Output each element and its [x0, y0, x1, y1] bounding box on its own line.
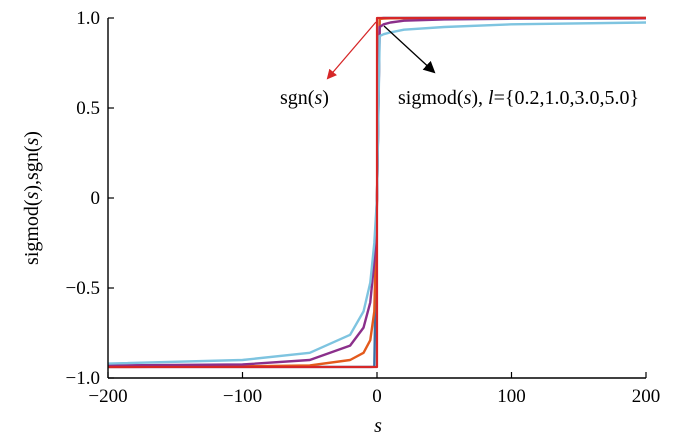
- sgn-annotation-pre: sgn(: [280, 87, 315, 109]
- sigmod-annotation-var2: l: [488, 87, 494, 109]
- sgn-annotation-var: s: [314, 87, 322, 109]
- y-tick-label: −0.5: [66, 278, 100, 299]
- series-line-sgn: [108, 16, 646, 369]
- x-tick-label: 0: [372, 386, 382, 407]
- tick-layer: −200 −100 0 100 200 −1.0 −0.5 0 0.5 1.0: [66, 8, 661, 407]
- x-tick-label: 100: [497, 386, 526, 407]
- sigmod-annotation-arrow: [383, 25, 436, 74]
- x-axis-label: s: [374, 415, 382, 437]
- y-tick-label: −1.0: [66, 368, 100, 389]
- sigmod-annotation-mid: ),: [471, 87, 488, 109]
- x-tick-label: −200: [88, 386, 127, 407]
- sigmod-annotation-pre: sigmod(: [398, 87, 464, 109]
- sgn-annotation-arrow: [326, 21, 377, 80]
- x-tick-label: 200: [632, 386, 661, 407]
- y-axis-label: sigmod(s),sgn(s): [21, 131, 43, 265]
- sgn-annotation-post: ): [322, 87, 329, 109]
- y-axis-label-mid: ),sgn(: [21, 145, 43, 191]
- y-axis-label-var2: s: [21, 138, 43, 146]
- sigmod-annotation-label: sigmod(s), l={0.2,1.0,3.0,5.0}: [398, 87, 639, 109]
- sgn-annotation-label: sgn(s): [280, 87, 329, 109]
- x-tick-label: −100: [223, 386, 262, 407]
- y-tick-label: 0.5: [76, 98, 100, 119]
- sigmod-annotation-var: s: [464, 87, 472, 109]
- y-axis-label-post: ): [21, 131, 43, 138]
- sigmod-annotation-post: ={0.2,1.0,3.0,5.0}: [494, 87, 639, 109]
- y-tick-label: 1.0: [76, 8, 100, 29]
- y-axis-label-var1: s: [21, 191, 43, 199]
- y-tick-label: 0: [91, 188, 101, 209]
- y-axis-label-pre: sigmod(: [21, 199, 43, 265]
- series-layer: [107, 16, 647, 369]
